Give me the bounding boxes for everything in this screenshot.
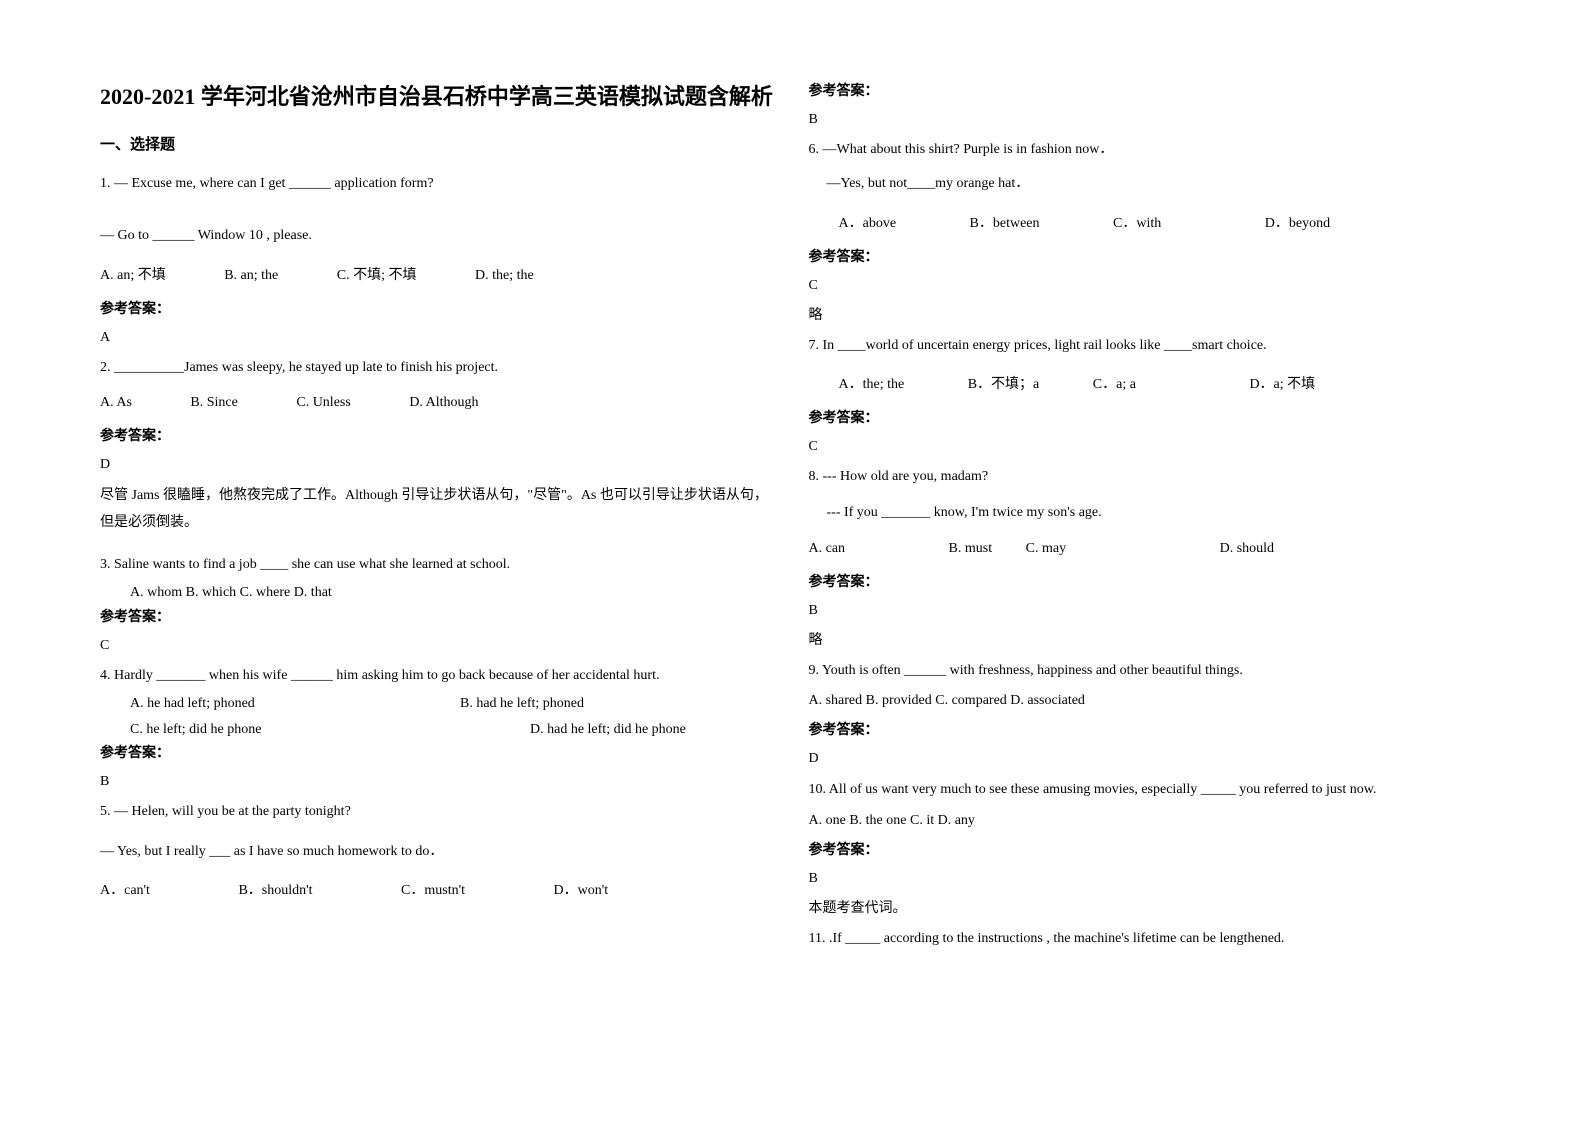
question-3: 3. Saline wants to find a job ____ she c… — [100, 553, 779, 577]
q2-opt-b: B. Since — [190, 395, 237, 411]
q8-omit: 略 — [809, 629, 1488, 649]
q1-opt-d: D. the; the — [475, 268, 534, 284]
question-4: 4. Hardly _______ when his wife ______ h… — [100, 664, 779, 688]
q6-answer-label: 参考答案： — [809, 246, 1488, 266]
q8-opt-b: B. must — [949, 541, 993, 557]
q3-answer-label: 参考答案： — [100, 606, 779, 626]
q2-opt-d: D. Although — [409, 395, 478, 411]
q8-answer-label: 参考答案： — [809, 571, 1488, 591]
q8-options: A. can B. must C. may D. should — [809, 541, 1488, 557]
q7-opt-a: A．the; the — [839, 373, 905, 393]
q10-answer: B — [809, 871, 1488, 887]
q2-options: A. As B. Since C. Unless D. Although — [100, 395, 779, 411]
q2-answer: D — [100, 457, 779, 473]
question-9: 9. Youth is often ______ with freshness,… — [809, 659, 1488, 683]
question-11: 11. .If _____ according to the instructi… — [809, 927, 1488, 951]
q4-opt-a: A. he had left; phoned — [130, 691, 460, 716]
q6-opt-d: D．beyond — [1265, 212, 1330, 232]
question-7: 7. In ____world of uncertain energy pric… — [809, 334, 1488, 358]
question-2: 2. __________James was sleepy, he stayed… — [100, 356, 779, 380]
q10-answer-label: 参考答案： — [809, 839, 1488, 859]
q4-options: A. he had left; phoned B. had he left; p… — [130, 691, 779, 741]
q5-answer-label: 参考答案： — [809, 80, 1488, 100]
question-10: 10. All of us want very much to see thes… — [809, 777, 1488, 804]
right-column: 参考答案： B 6. —What about this shirt? Purpl… — [809, 80, 1488, 1082]
q3-answer: C — [100, 638, 779, 654]
q1-opt-b: B. an; the — [224, 268, 278, 284]
q1-line2: — Go to ______ Window 10 , please. — [100, 224, 779, 248]
question-1: 1. — Excuse me, where can I get ______ a… — [100, 172, 779, 208]
q10-options: A. one B. the one C. it D. any — [809, 809, 1488, 833]
q6-options: A．above B．between C．with D．beyond — [839, 212, 1488, 232]
q1-opt-c: C. 不填; 不填 — [337, 264, 417, 284]
q1-options: A. an; 不填 B. an; the C. 不填; 不填 D. the; t… — [100, 264, 779, 284]
question-5-line2: — Yes, but I really ___ as I have so muc… — [100, 840, 779, 864]
q3-options: A. whom B. which C. where D. that — [130, 580, 779, 605]
q6-omit: 略 — [809, 304, 1488, 324]
q10-explanation: 本题考查代词。 — [809, 897, 1488, 917]
question-8-line2: --- If you _______ know, I'm twice my so… — [827, 501, 1488, 525]
q7-opt-c: C．a; a — [1093, 373, 1136, 393]
q2-explanation: 尽管 Jams 很瞌睡，他熬夜完成了工作。Although 引导让步状语从句，"… — [100, 483, 779, 536]
q4-answer-label: 参考答案： — [100, 742, 779, 762]
q4-opt-c: C. he left; did he phone — [130, 717, 530, 742]
q2-opt-c: C. Unless — [296, 395, 350, 411]
q7-options: A．the; the B．不填；a C．a; a D．a; 不填 — [839, 373, 1488, 393]
q2-opt-a: A. As — [100, 395, 132, 411]
q5-opt-d: D．won't — [554, 879, 609, 899]
q6-opt-a: A．above — [839, 212, 897, 232]
q5-opt-c: C．mustn't — [401, 879, 465, 899]
q4-opt-b: B. had he left; phoned — [460, 691, 584, 716]
q9-options: A. shared B. provided C. compared D. ass… — [809, 689, 1488, 713]
q6-opt-c: C．with — [1113, 212, 1161, 232]
section-header: 一、选择题 — [100, 133, 779, 154]
q5-opt-a: A．can't — [100, 879, 150, 899]
q6-answer: C — [809, 278, 1488, 294]
q5-answer: B — [809, 112, 1488, 128]
q1-answer-label: 参考答案： — [100, 298, 779, 318]
page-title: 2020-2021 学年河北省沧州市自治县石桥中学高三英语模拟试题含解析 — [100, 80, 779, 113]
q8-opt-d: D. should — [1220, 541, 1274, 557]
left-column: 2020-2021 学年河北省沧州市自治县石桥中学高三英语模拟试题含解析 一、选… — [100, 80, 779, 1082]
q8-opt-a: A. can — [809, 541, 846, 557]
q1-opt-a: A. an; 不填 — [100, 264, 166, 284]
question-8-line1: 8. --- How old are you, madam? — [809, 465, 1488, 489]
q1-answer: A — [100, 330, 779, 346]
q7-answer: C — [809, 439, 1488, 455]
question-5-line1: 5. — Helen, will you be at the party ton… — [100, 800, 779, 824]
q6-opt-b: B．between — [970, 212, 1040, 232]
q4-opt-d: D. had he left; did he phone — [530, 717, 686, 742]
q1-line1: 1. — Excuse me, where can I get ______ a… — [100, 172, 779, 196]
q5-opt-b: B．shouldn't — [238, 879, 312, 899]
question-6-line1: 6. —What about this shirt? Purple is in … — [809, 138, 1488, 162]
q4-answer: B — [100, 774, 779, 790]
q9-answer-label: 参考答案： — [809, 719, 1488, 739]
q9-answer: D — [809, 751, 1488, 767]
q7-answer-label: 参考答案： — [809, 407, 1488, 427]
q8-opt-c: C. may — [1026, 541, 1066, 557]
q8-answer: B — [809, 603, 1488, 619]
q7-opt-d: D．a; 不填 — [1249, 373, 1315, 393]
q5-options: A．can't B．shouldn't C．mustn't D．won't — [100, 879, 779, 899]
q2-answer-label: 参考答案： — [100, 425, 779, 445]
q7-opt-b: B．不填；a — [968, 373, 1040, 393]
question-6-line2: —Yes, but not____my orange hat． — [827, 172, 1488, 196]
